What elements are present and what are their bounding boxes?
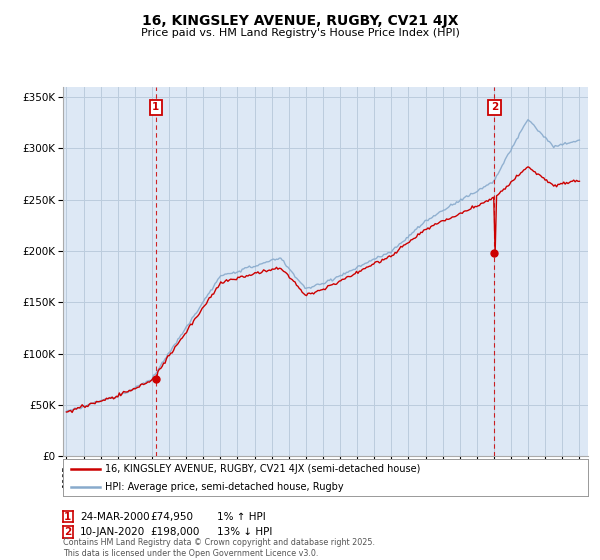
Text: Price paid vs. HM Land Registry's House Price Index (HPI): Price paid vs. HM Land Registry's House … (140, 28, 460, 38)
Text: 1: 1 (152, 102, 160, 113)
Text: 13% ↓ HPI: 13% ↓ HPI (217, 527, 272, 536)
Text: 16, KINGSLEY AVENUE, RUGBY, CV21 4JX (semi-detached house): 16, KINGSLEY AVENUE, RUGBY, CV21 4JX (se… (105, 464, 421, 474)
Text: 10-JAN-2020: 10-JAN-2020 (80, 527, 145, 536)
Text: Contains HM Land Registry data © Crown copyright and database right 2025.
This d: Contains HM Land Registry data © Crown c… (63, 538, 375, 558)
Text: £74,950: £74,950 (151, 512, 194, 521)
Text: £198,000: £198,000 (151, 527, 200, 536)
Text: 2: 2 (491, 102, 498, 113)
Text: 2: 2 (64, 527, 71, 536)
Text: 24-MAR-2000: 24-MAR-2000 (80, 512, 149, 521)
Text: 16, KINGSLEY AVENUE, RUGBY, CV21 4JX: 16, KINGSLEY AVENUE, RUGBY, CV21 4JX (142, 14, 458, 28)
Text: HPI: Average price, semi-detached house, Rugby: HPI: Average price, semi-detached house,… (105, 482, 344, 492)
Text: 1: 1 (64, 512, 71, 521)
Text: 1% ↑ HPI: 1% ↑ HPI (217, 512, 265, 521)
